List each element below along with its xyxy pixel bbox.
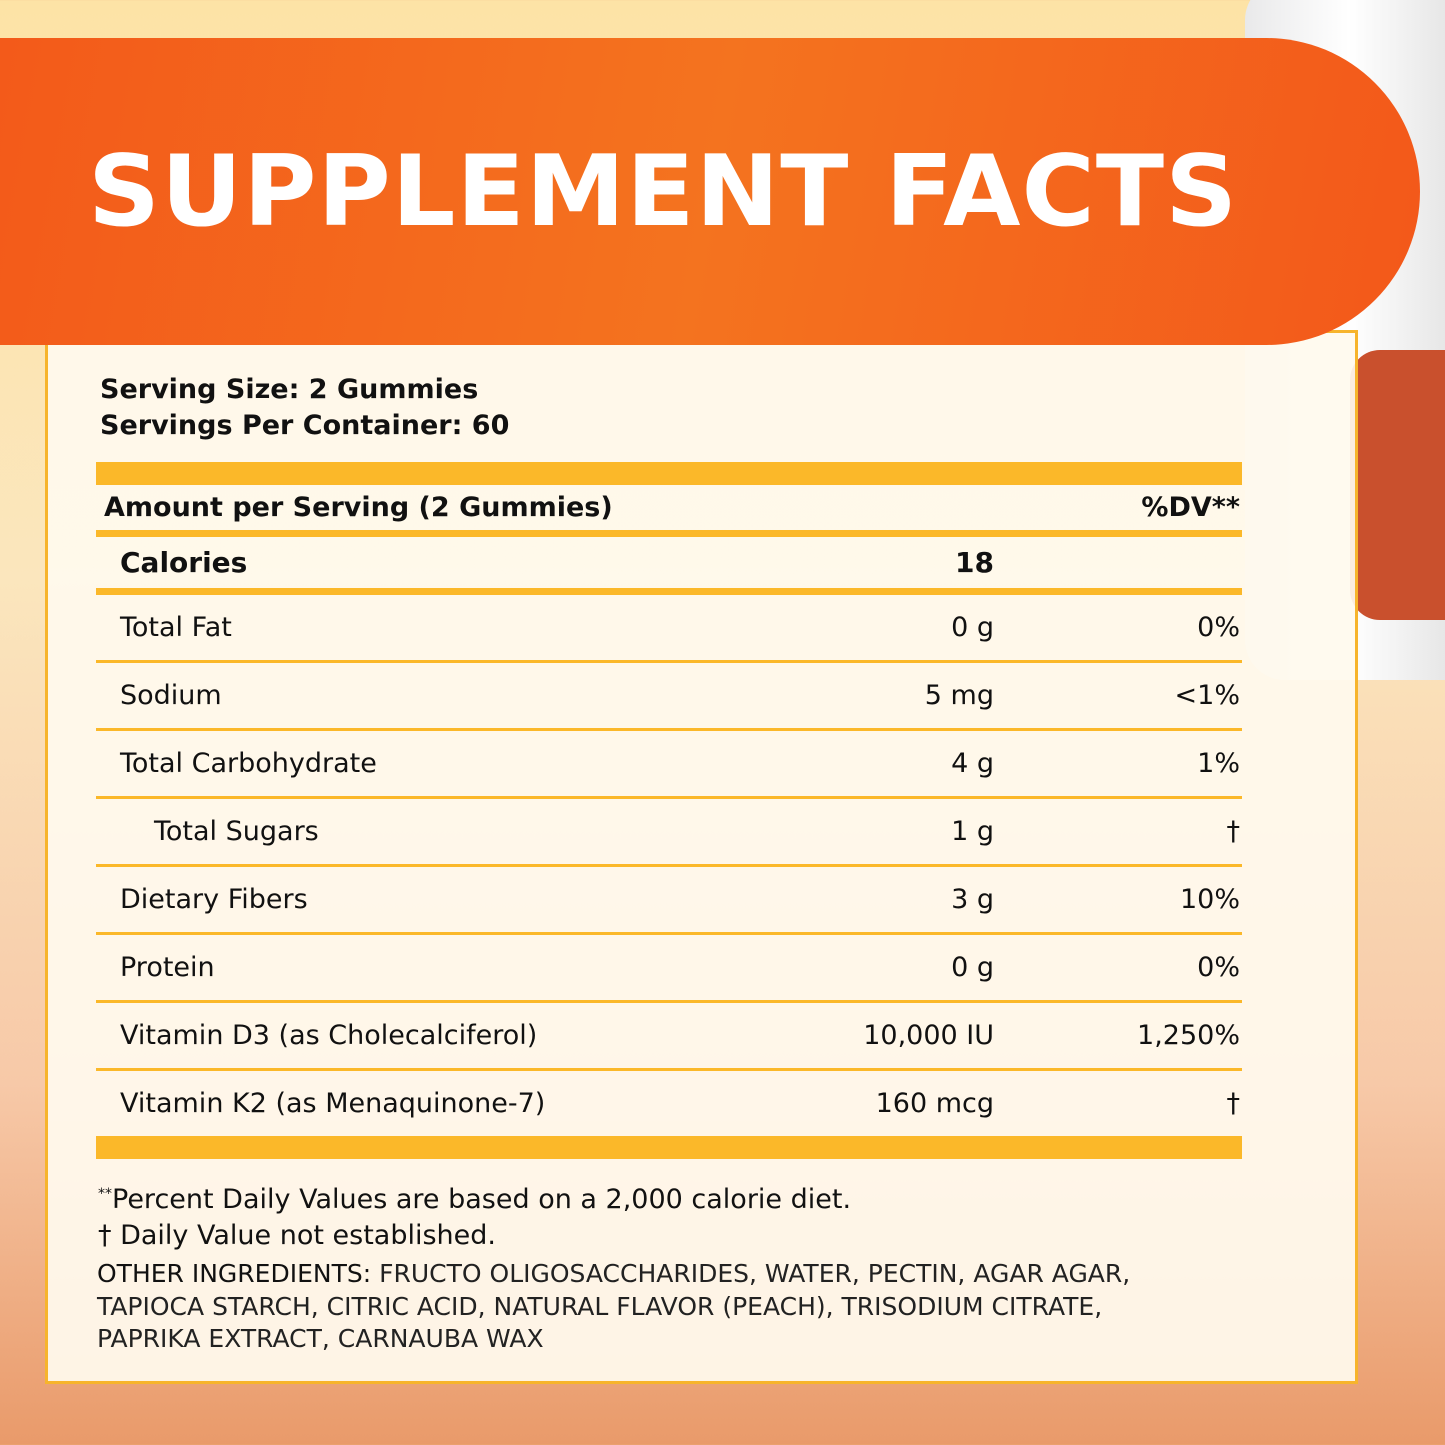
table-row: Total Sugars 1 g † — [96, 799, 1242, 864]
table-row: Dietary Fibers 3 g 10% — [96, 867, 1242, 932]
table-row: Vitamin D3 (as Cholecalciferol) 10,000 IU… — [96, 1003, 1242, 1068]
row-divider — [96, 864, 1242, 867]
table-row: Vitamin K2 (as Menaquinone-7) 160 mcg † — [96, 1071, 1242, 1136]
row-divider — [96, 932, 1242, 935]
table-row: Total Fat 0 g 0% — [96, 595, 1242, 660]
nutrient-dv: 10% — [1179, 884, 1240, 915]
dv-footnote: **Percent Daily Values are based on a 2,… — [98, 1176, 851, 1218]
nutrient-amount: 10,000 IU — [863, 1020, 994, 1051]
serving-info: Serving Size: 2 Gummies Servings Per Con… — [100, 372, 509, 444]
facts-table: Amount per Serving (2 Gummies) %DV** Cal… — [96, 462, 1242, 1159]
row-divider — [96, 1068, 1242, 1071]
table-row: Protein 0 g 0% — [96, 935, 1242, 1000]
facts-panel — [45, 330, 1358, 1384]
servings-per-container: Servings Per Container: 60 — [100, 410, 510, 441]
gummy-image — [1350, 350, 1445, 620]
nutrient-dv: 0% — [1197, 612, 1240, 643]
header-label: Amount per Serving (2 Gummies) — [104, 492, 613, 523]
nutrient-name: Protein — [120, 952, 215, 983]
row-divider — [96, 1000, 1242, 1003]
row-divider — [96, 796, 1242, 799]
calories-amount: 18 — [955, 546, 994, 579]
nutrient-amount: 1 g — [951, 816, 994, 847]
title-banner: SUPPLEMENT FACTS — [0, 38, 1420, 345]
page-title: SUPPLEMENT FACTS — [88, 134, 1239, 249]
dv-footnote-text: Percent Daily Values are based on a 2,00… — [112, 1184, 852, 1215]
nutrient-name: Total Sugars — [154, 816, 319, 847]
nutrient-dv: 1,250% — [1137, 1020, 1240, 1051]
not-established-footnote: † Daily Value not established. — [98, 1220, 496, 1251]
row-divider — [96, 660, 1242, 663]
nutrient-dv: 0% — [1197, 952, 1240, 983]
nutrient-dv: <1% — [1174, 680, 1240, 711]
table-row: Sodium 5 mg <1% — [96, 663, 1242, 728]
nutrient-dv: 1% — [1197, 748, 1240, 779]
nutrient-name: Vitamin D3 (as Cholecalciferol) — [120, 1020, 538, 1051]
nutrient-amount: 0 g — [951, 952, 994, 983]
nutrient-name: Total Carbohydrate — [120, 748, 377, 779]
table-row: Total Carbohydrate 4 g 1% — [96, 731, 1242, 796]
other-ingredients-text: FRUCTO OLIGOSACCHARIDES, WATER, PECTIN, … — [97, 1259, 1131, 1353]
table-header: Amount per Serving (2 Gummies) %DV** — [96, 485, 1242, 530]
footnotes: **Percent Daily Values are based on a 2,… — [98, 1176, 851, 1254]
nutrient-amount: 5 mg — [924, 680, 994, 711]
dv-footnote-mark: ** — [98, 1186, 112, 1202]
calories-label: Calories — [120, 546, 248, 579]
bottom-rule — [96, 1136, 1242, 1159]
nutrient-amount: 3 g — [951, 884, 994, 915]
nutrient-name: Sodium — [120, 680, 222, 711]
rule — [96, 588, 1242, 595]
row-divider — [96, 728, 1242, 731]
header-dv: %DV** — [1141, 492, 1240, 523]
nutrient-amount: 0 g — [951, 612, 994, 643]
nutrient-dv: † — [1226, 816, 1241, 847]
nutrient-name: Vitamin K2 (as Menaquinone-7) — [120, 1088, 546, 1119]
top-rule — [96, 462, 1242, 485]
nutrient-dv: † — [1226, 1088, 1241, 1119]
other-ingredients-label: OTHER INGREDIENTS: — [97, 1259, 372, 1288]
nutrient-name: Dietary Fibers — [120, 884, 308, 915]
nutrient-amount: 4 g — [951, 748, 994, 779]
nutrient-name: Total Fat — [120, 612, 232, 643]
other-ingredients: OTHER INGREDIENTS: FRUCTO OLIGOSACCHARID… — [97, 1258, 1197, 1356]
nutrient-amount: 160 mcg — [875, 1088, 994, 1119]
calories-row: Calories 18 — [96, 537, 1242, 588]
rule — [96, 530, 1242, 537]
serving-size: Serving Size: 2 Gummies — [100, 374, 479, 405]
